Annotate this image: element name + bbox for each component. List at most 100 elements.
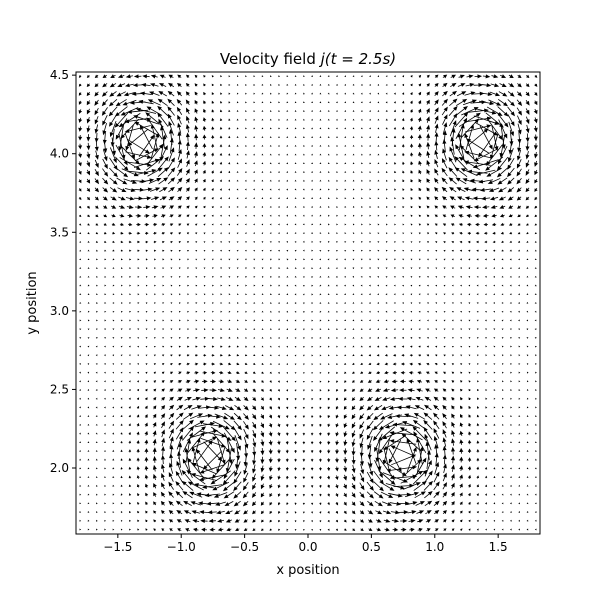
quiver-arrow bbox=[160, 482, 165, 490]
quiver-arrow bbox=[493, 258, 496, 261]
quiver-arrow bbox=[154, 258, 157, 261]
quiver-arrow bbox=[393, 161, 397, 165]
quiver-arrow bbox=[168, 404, 175, 411]
quiver-arrow bbox=[243, 413, 249, 420]
quiver-arrow bbox=[168, 491, 174, 498]
quiver-arrow bbox=[442, 445, 447, 456]
quiver-arrow bbox=[176, 90, 182, 97]
quiver-arrow bbox=[236, 162, 239, 165]
quiver-arrow bbox=[375, 518, 382, 523]
quiver-arrow bbox=[476, 484, 479, 488]
quiver-arrow bbox=[336, 362, 339, 365]
quiver-arrow bbox=[412, 426, 427, 441]
quiver-arrow bbox=[278, 345, 280, 348]
quiver-arrow bbox=[467, 439, 472, 445]
quiver-arrow bbox=[153, 492, 157, 497]
quiver-arrow bbox=[141, 83, 151, 87]
quiver-arrow bbox=[219, 353, 223, 357]
quiver-arrow bbox=[168, 519, 174, 523]
quiver-arrow bbox=[253, 345, 256, 348]
quiver-arrow bbox=[418, 178, 422, 183]
quiver-arrow bbox=[101, 99, 108, 107]
quiver-arrow bbox=[442, 396, 447, 401]
quiver-arrow bbox=[426, 169, 431, 175]
quiver-arrow bbox=[78, 109, 83, 114]
quiver-arrow bbox=[352, 362, 355, 365]
quiver-arrow bbox=[187, 250, 190, 252]
quiver-arrow bbox=[468, 405, 472, 409]
quiver-arrow bbox=[169, 380, 174, 384]
quiver-arrow bbox=[384, 370, 389, 375]
quiver-arrow bbox=[375, 510, 383, 515]
quiver-arrow bbox=[344, 241, 347, 243]
quiver-arrow bbox=[162, 249, 165, 252]
quiver-arrow bbox=[335, 449, 339, 455]
quiver-arrow bbox=[244, 249, 247, 252]
quiver-arrow bbox=[351, 473, 356, 482]
quiver-arrow bbox=[112, 432, 115, 435]
chart-title: Velocity field j(t = 2.5s) bbox=[220, 50, 396, 68]
quiver-arrow bbox=[426, 354, 430, 357]
quiver-arrow bbox=[128, 457, 132, 462]
quiver-arrow bbox=[351, 413, 356, 420]
quiver-arrow bbox=[137, 267, 140, 270]
quiver-arrow bbox=[86, 178, 91, 184]
quiver-arrows bbox=[78, 74, 539, 532]
quiver-arrow bbox=[169, 396, 174, 401]
quiver-arrow bbox=[211, 426, 232, 441]
quiver-arrow bbox=[236, 345, 239, 348]
quiver-arrow bbox=[457, 83, 466, 87]
quiver-arrow bbox=[228, 127, 231, 130]
quiver-arrow bbox=[466, 138, 490, 154]
quiver-arrow bbox=[202, 160, 207, 166]
quiver-arrow bbox=[252, 438, 257, 448]
quiver-arrow bbox=[150, 74, 158, 79]
quiver-arrow bbox=[252, 405, 257, 411]
quiver-arrow bbox=[417, 125, 422, 132]
quiver-arrow bbox=[385, 153, 388, 156]
quiver-arrow bbox=[327, 397, 331, 401]
quiver-arrow bbox=[294, 415, 297, 419]
quiver-arrow bbox=[394, 197, 397, 200]
quiver-arrow bbox=[385, 170, 388, 173]
quiver-arrow bbox=[418, 169, 422, 175]
quiver-arrow bbox=[101, 91, 108, 97]
quiver-arrow bbox=[498, 187, 507, 193]
quiver-arrow bbox=[391, 518, 400, 523]
quiver-arrow bbox=[152, 430, 157, 437]
quiver-arrow bbox=[234, 518, 240, 523]
quiver-arrow bbox=[493, 484, 496, 487]
quiver-arrow bbox=[368, 371, 372, 374]
quiver-arrow bbox=[236, 170, 239, 173]
quiver-arrow bbox=[261, 354, 264, 357]
quiver-arrow bbox=[294, 511, 297, 514]
quiver-arrow bbox=[442, 205, 447, 210]
quiver-arrow bbox=[117, 83, 126, 87]
quiver-arrow bbox=[434, 74, 439, 79]
quiver-arrow bbox=[456, 91, 467, 97]
quiver-arrow bbox=[484, 493, 488, 496]
quiver-arrow bbox=[120, 354, 123, 357]
quiver-arrow bbox=[493, 449, 496, 452]
quiver-arrow bbox=[226, 388, 233, 392]
quiver-arrow bbox=[507, 106, 515, 117]
quiver-arrow bbox=[417, 117, 422, 123]
quiver-arrow bbox=[525, 196, 530, 201]
quiver-arrow bbox=[294, 249, 297, 252]
quiver-arrow bbox=[468, 371, 471, 374]
quiver-arrow bbox=[261, 362, 264, 365]
quiver-arrow bbox=[161, 528, 165, 532]
quiver-arrow bbox=[302, 502, 305, 506]
quiver-arrow bbox=[168, 186, 175, 193]
quiver-arrow bbox=[146, 143, 164, 166]
quiver-arrow bbox=[392, 370, 397, 375]
quiver-arrow bbox=[170, 354, 173, 357]
quiver-arrow bbox=[137, 510, 140, 514]
quiver-arrow bbox=[344, 354, 347, 357]
quiver-arrow bbox=[153, 510, 157, 514]
quiver-arrow bbox=[311, 529, 313, 531]
quiver-arrow bbox=[402, 75, 405, 78]
x-tick-label: −1.0 bbox=[167, 540, 196, 554]
quiver-arrow bbox=[103, 205, 108, 209]
quiver-arrow bbox=[319, 302, 322, 304]
